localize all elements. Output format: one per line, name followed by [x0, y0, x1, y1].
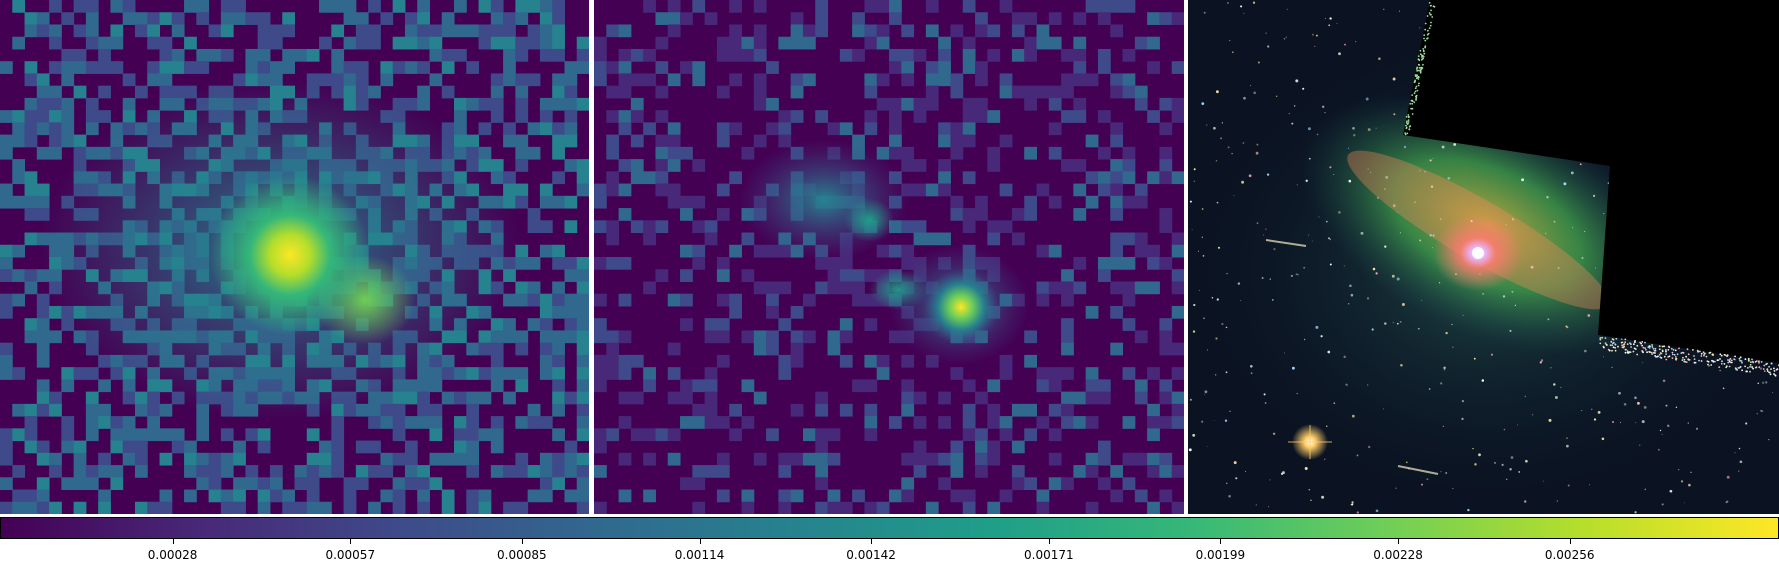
- colorbar-tick-label: 0.00114: [674, 548, 725, 562]
- colorbar-tick-label: 0.00028: [147, 548, 198, 562]
- colorbar-tick: [350, 538, 352, 544]
- middle-heatmap-panel: [594, 0, 1184, 514]
- colorbar-tick: [521, 538, 523, 544]
- colorbar: 0.00028 0.00057 0.00085 0.00114 0.00142 0.001…: [0, 517, 1779, 564]
- colorbar-tick-label: 0.00057: [325, 548, 376, 562]
- right-galaxy-panel: [1188, 0, 1779, 514]
- colorbar-tick: [871, 538, 873, 544]
- colorbar-tick-label: 0.00256: [1544, 548, 1595, 562]
- colorbar-tick-label: 0.00171: [1024, 548, 1074, 562]
- colorbar-tick: [699, 538, 701, 544]
- left-heatmap: [0, 0, 589, 514]
- middle-heatmap: [594, 0, 1184, 514]
- colorbar-tick: [1048, 538, 1050, 544]
- galaxy-image: [1188, 0, 1779, 514]
- colorbar-gradient: [0, 517, 1779, 539]
- colorbar-tick-label: 0.00228: [1373, 548, 1423, 562]
- colorbar-tick-label: 0.00199: [1195, 548, 1246, 562]
- colorbar-tick: [1569, 538, 1571, 544]
- colorbar-tick: [1398, 538, 1400, 544]
- colorbar-tick-label: 0.00085: [497, 548, 547, 562]
- left-heatmap-panel: [0, 0, 589, 514]
- colorbar-tick: [1220, 538, 1222, 544]
- colorbar-tick: [172, 538, 174, 544]
- colorbar-tick-label: 0.00142: [846, 548, 896, 562]
